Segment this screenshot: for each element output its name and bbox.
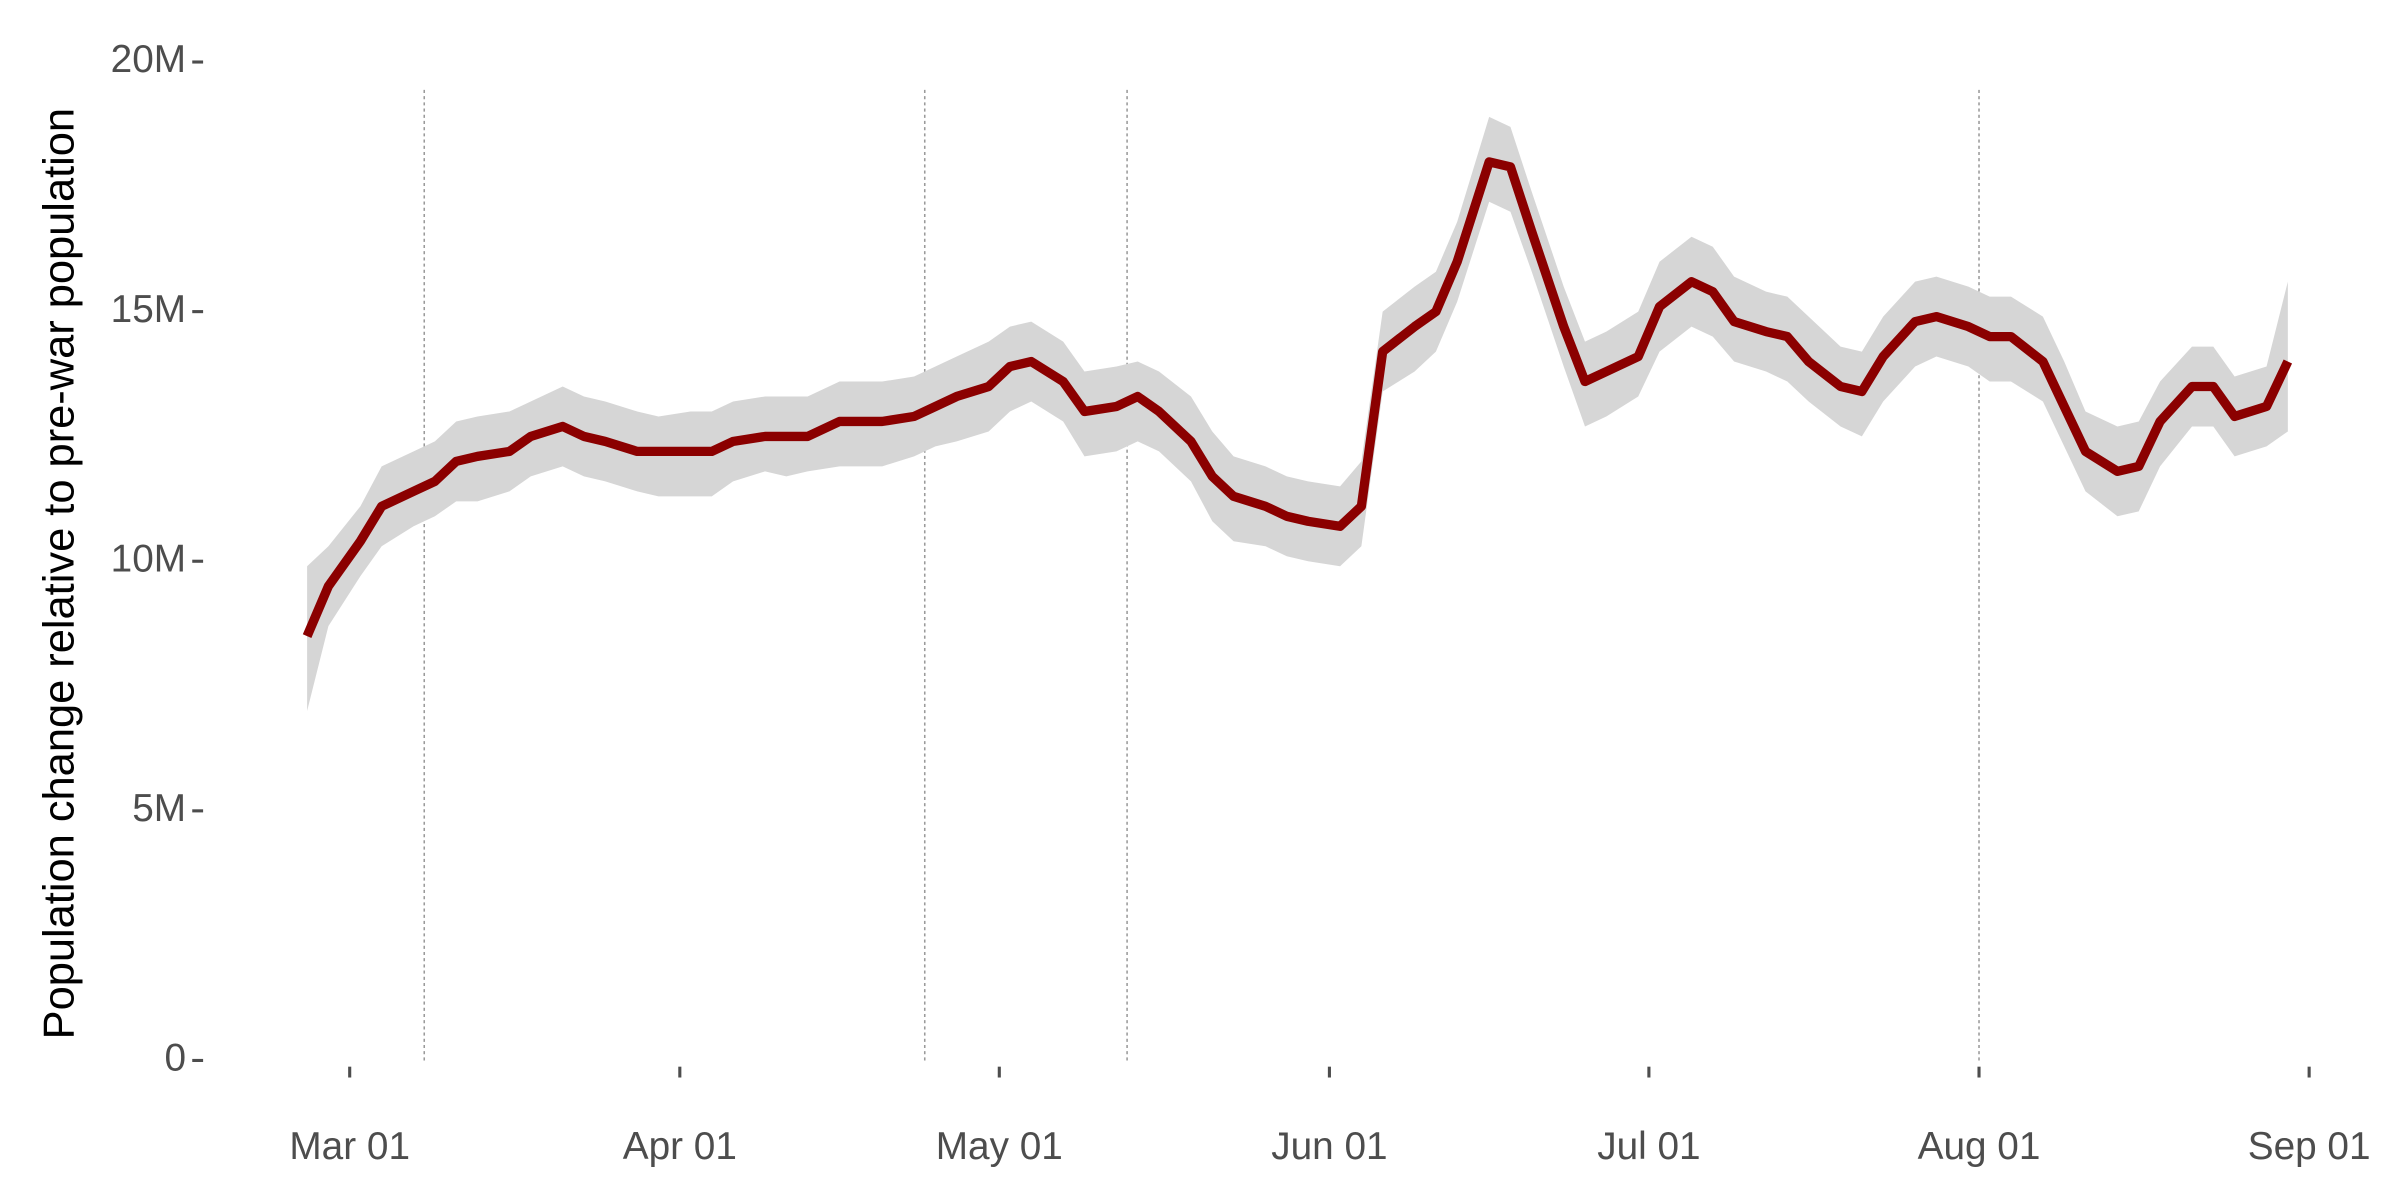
x-tick-label: Sep 01 [2248,1125,2371,1168]
x-tick-label: May 01 [936,1125,1063,1168]
x-tick-label: Mar 01 [289,1125,410,1168]
y-tick-label: 5M [132,787,186,830]
confidence-band [307,116,2288,712]
y-tick-label: 15M [111,288,186,331]
y-tick-label: 10M [111,537,186,580]
x-tick-label: Jul 01 [1597,1125,1700,1168]
population-line [302,157,2293,638]
y-axis-label: Population change relative to pre-war po… [35,108,83,1039]
x-tick-label: Aug 01 [1918,1125,2041,1168]
y-tick-label: 0 [164,1037,186,1080]
x-tick-label: Apr 01 [623,1125,737,1168]
x-tick-label: Jun 01 [1271,1125,1387,1168]
y-tick-label: 20M [111,38,186,81]
